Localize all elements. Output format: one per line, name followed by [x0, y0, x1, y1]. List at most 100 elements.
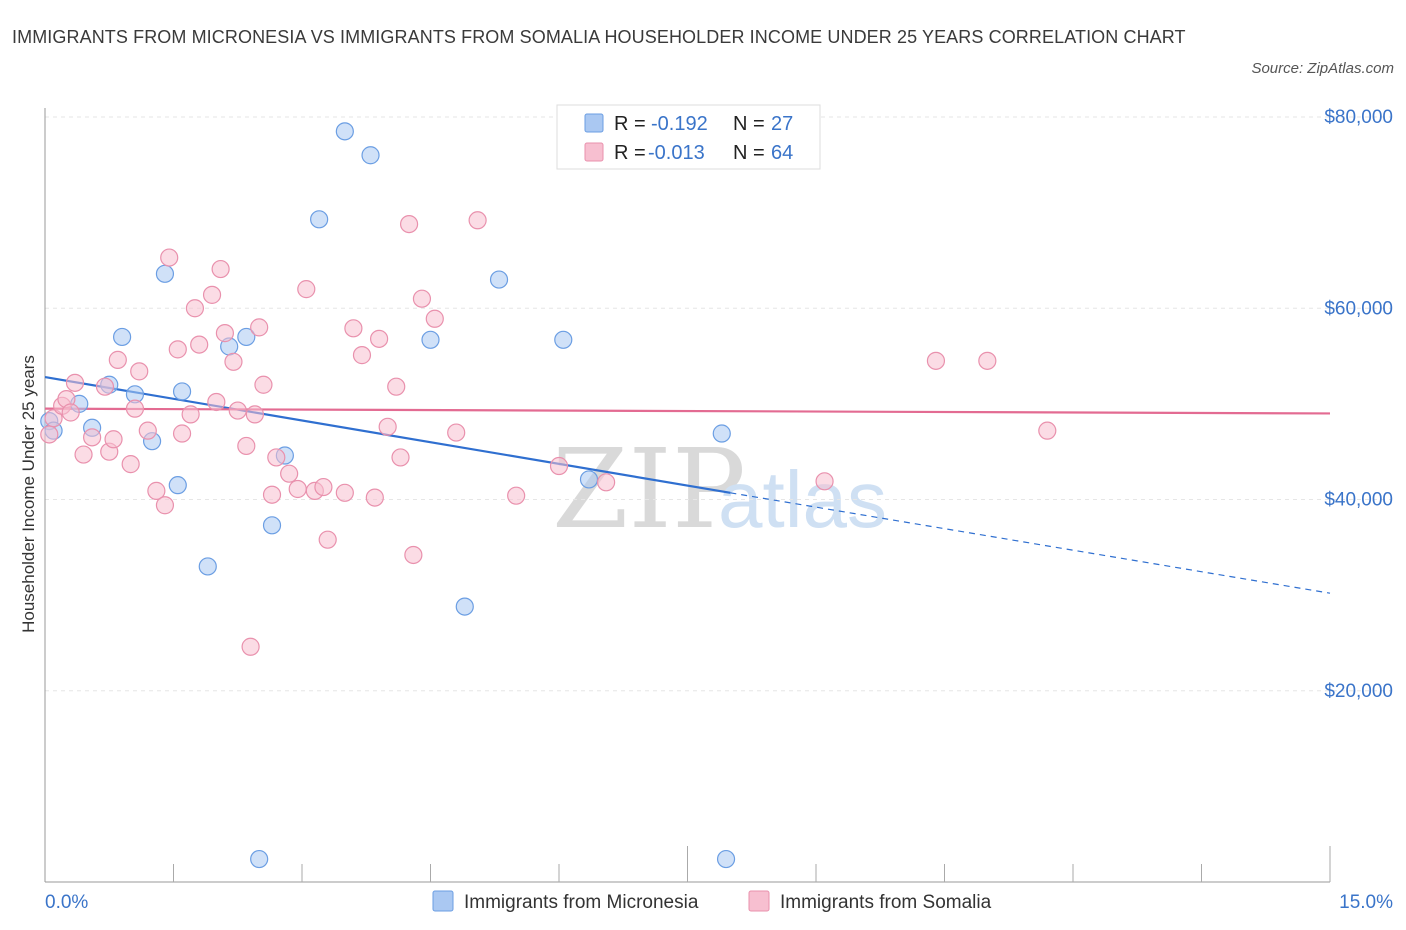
point-series-1-14 [130, 362, 149, 381]
point-series-1-31 [241, 637, 260, 656]
point-series-1-33 [250, 318, 269, 337]
point-series-1-42 [318, 530, 337, 549]
correlation-legend: R = -0.192 N = 27 R = -0.013 N = 64 [556, 104, 821, 170]
point-series-0-24 [579, 470, 599, 489]
legend-swatch-somalia [584, 142, 604, 162]
point-series-1-35 [262, 485, 282, 504]
point-series-1-15 [138, 421, 157, 440]
point-series-1-56 [468, 211, 487, 230]
point-series-1-25 [207, 392, 226, 412]
point-series-1-17 [155, 496, 175, 515]
point-series-0-9 [168, 476, 187, 495]
point-series-1-39 [297, 280, 316, 299]
point-series-1-12 [121, 455, 140, 474]
point-series-1-58 [549, 456, 569, 476]
y-tick-label-2: $60,000 [1324, 298, 1393, 319]
series-legend-swatch-micronesia [432, 890, 454, 912]
x-tick-label-max: 15.0% [1339, 892, 1393, 913]
point-series-1-53 [412, 289, 432, 308]
point-series-0-5 [112, 327, 132, 347]
point-series-1-57 [507, 486, 526, 505]
point-series-1-24 [202, 285, 222, 304]
chart-source: Source: ZipAtlas.com [1251, 60, 1394, 77]
point-series-1-49 [387, 377, 406, 396]
point-series-0-23 [554, 330, 573, 349]
point-series-0-26 [716, 849, 736, 869]
chart-title: IMMIGRANTS FROM MICRONESIA VS IMMIGRANTS… [12, 27, 1186, 47]
point-series-0-18 [335, 122, 354, 141]
point-series-1-37 [280, 464, 299, 483]
legend-n-label-somalia: N = [733, 142, 765, 164]
point-series-1-52 [404, 545, 423, 565]
y-tick-label-3: $80,000 [1324, 107, 1393, 128]
series-legend-label-somalia: Immigrants from Somalia [780, 892, 992, 913]
data-points [40, 122, 1057, 869]
point-series-1-23 [190, 335, 209, 354]
axes [44, 108, 1331, 883]
grid [45, 116, 1392, 692]
point-series-1-38 [288, 479, 307, 499]
point-series-1-22 [185, 299, 205, 318]
legend-n-label-micronesia: N = [733, 113, 765, 135]
point-series-0-22 [489, 270, 509, 289]
point-series-0-15 [262, 516, 282, 535]
ticks: $20,000 $40,000 $60,000 $80,000 0.0% 15.0% [45, 107, 1393, 913]
point-series-1-32 [245, 405, 264, 424]
point-series-1-61 [926, 351, 946, 370]
point-series-1-30 [237, 436, 256, 456]
trend-line-extension-series-0 [730, 492, 1331, 594]
point-series-0-17 [310, 210, 329, 229]
point-series-1-47 [370, 329, 389, 348]
point-series-1-18 [160, 248, 179, 267]
point-series-1-26 [211, 259, 230, 279]
point-series-1-27 [215, 324, 234, 343]
point-series-1-7 [83, 428, 102, 447]
point-series-1-20 [172, 424, 192, 443]
point-series-0-25 [712, 424, 731, 443]
point-series-1-43 [335, 483, 354, 502]
point-series-1-63 [1038, 421, 1057, 440]
point-series-1-29 [228, 401, 247, 420]
point-series-1-62 [978, 351, 997, 370]
point-series-1-45 [352, 346, 372, 365]
legend-n-value-somalia: 64 [771, 142, 793, 164]
point-series-1-8 [95, 377, 115, 396]
point-series-0-8 [155, 264, 175, 283]
series-legend-swatch-somalia [748, 890, 770, 912]
point-series-1-10 [104, 430, 123, 449]
point-series-1-0 [40, 425, 59, 444]
y-axis-label: Householder Income Under 25 years [19, 355, 38, 633]
point-series-1-54 [425, 309, 444, 328]
legend-r-label-somalia: R = [614, 142, 646, 164]
point-series-1-41 [314, 477, 333, 497]
point-series-1-59 [597, 473, 616, 492]
point-series-0-21 [455, 597, 474, 616]
point-series-1-1 [44, 409, 63, 428]
y-tick-label-1: $40,000 [1324, 490, 1393, 511]
point-series-1-34 [254, 375, 273, 394]
point-series-1-21 [181, 405, 200, 424]
point-series-1-50 [391, 448, 410, 467]
point-series-1-51 [399, 215, 419, 234]
legend-r-value-micronesia: -0.192 [651, 113, 708, 135]
watermark-atlas: atlas [718, 455, 887, 544]
point-series-0-11 [198, 557, 217, 576]
point-series-1-11 [108, 350, 127, 369]
point-series-1-28 [224, 352, 243, 371]
legend-swatch-micronesia [584, 113, 604, 133]
point-series-0-10 [172, 382, 192, 401]
x-tick-label-min: 0.0% [45, 892, 88, 913]
point-series-1-13 [125, 399, 145, 418]
point-series-1-19 [168, 340, 187, 359]
point-series-1-6 [74, 445, 93, 464]
watermark-zip: ZIP [552, 425, 746, 553]
legend-r-value-somalia: -0.013 [648, 142, 705, 164]
point-series-1-5 [65, 373, 85, 392]
legend-r-label-micronesia: R = [614, 113, 646, 135]
point-series-1-55 [447, 423, 466, 442]
point-series-0-20 [421, 330, 440, 349]
point-series-0-14 [250, 849, 269, 869]
point-series-1-4 [61, 403, 80, 422]
point-series-0-19 [361, 146, 380, 165]
